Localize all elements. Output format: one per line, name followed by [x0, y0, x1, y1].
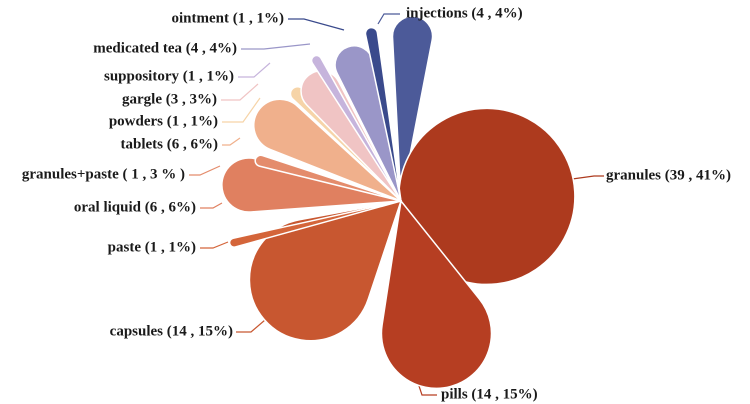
leader-line-gargle — [221, 83, 259, 101]
label-gargle: gargle (3 , 3%) — [122, 91, 217, 107]
slice-granules-paste — [254, 154, 402, 202]
slice-gargle — [300, 70, 402, 202]
slice-injections — [391, 15, 434, 202]
label-pills: pills (14 , 15%) — [441, 386, 538, 402]
label-tablets: tablets (6 , 6%) — [121, 136, 219, 152]
label-injections: injections (4 , 4%) — [406, 5, 523, 21]
label-powders: powders (1 , 1%) — [109, 113, 218, 129]
leader-line-powders — [222, 97, 261, 123]
slice-oral-liquid — [221, 157, 402, 213]
label-paste: paste (1 , 1%) — [108, 239, 196, 255]
leader-line-granules-paste — [189, 165, 221, 176]
leader-line-suppository — [238, 62, 271, 78]
label-capsules: capsules (14 , 15%) — [110, 323, 233, 339]
label-ointment: ointment (1 , 1%) — [172, 10, 285, 26]
label-granules-paste: granules+paste ( 1 , 3 % ) — [22, 166, 185, 182]
label-medicated-tea: medicated tea (4 , 4%) — [93, 40, 237, 56]
leader-line-oral-liquid — [200, 202, 223, 209]
leader-line-paste — [200, 241, 229, 249]
label-oral-liquid: oral liquid (6 , 6%) — [74, 199, 196, 215]
slice-paste — [228, 200, 402, 248]
leader-line-granules — [564, 175, 604, 181]
leader-line-medicated-tea — [241, 43, 311, 50]
slice-suppository — [310, 54, 402, 202]
leader-line-ointment — [288, 18, 345, 31]
label-suppository: suppository (1 , 1%) — [104, 68, 234, 84]
leader-line-injections — [377, 13, 400, 25]
label-granules: granules (39 , 41%) — [606, 167, 731, 183]
slice-ointment — [364, 26, 402, 202]
slice-pills — [380, 199, 493, 390]
leader-line-capsules — [236, 319, 266, 333]
slice-tablets — [253, 98, 402, 202]
leader-line-tablets — [222, 137, 241, 146]
